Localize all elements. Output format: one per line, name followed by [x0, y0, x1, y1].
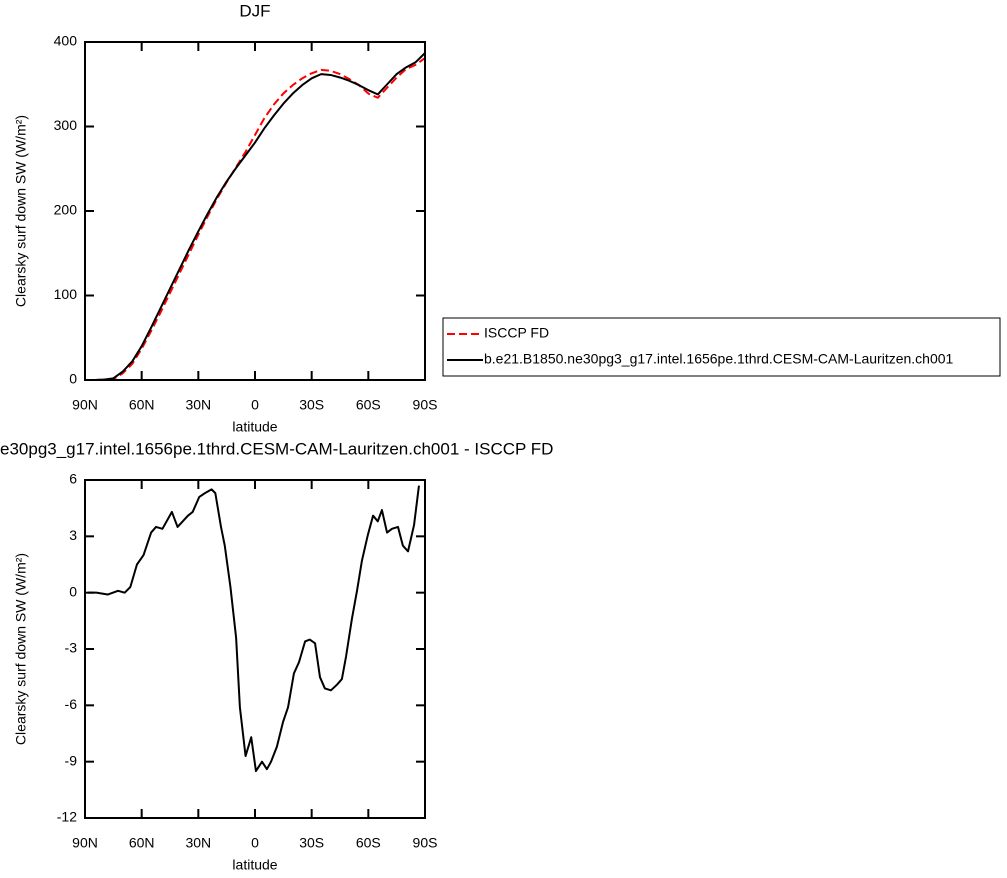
y-tick-label: 100 — [54, 286, 78, 302]
legend-label: b.e21.B1850.ne30pg3_g17.intel.1656pe.1th… — [484, 351, 954, 367]
y-tick-label: 300 — [54, 117, 78, 133]
y-tick-label: 0 — [69, 371, 77, 387]
x-tick-label: 60N — [129, 835, 155, 851]
x-tick-label: 30N — [185, 397, 211, 413]
plot-frame — [84, 41, 426, 381]
y-tick-label: 6 — [69, 471, 77, 487]
y-tick-label: 3 — [69, 527, 77, 543]
legend-label: ISCCP FD — [484, 325, 549, 341]
x-tick-label: 0 — [251, 397, 259, 413]
y-tick-label: 200 — [54, 202, 78, 218]
x-tick-label: 30N — [185, 835, 211, 851]
x-tick-label: 90S — [413, 397, 438, 413]
x-tick-label: 0 — [251, 835, 259, 851]
y-tick-label: 400 — [54, 33, 78, 49]
y-tick-label: -3 — [65, 640, 78, 656]
x-axis-label: latitude — [232, 419, 277, 435]
chart-title: DJF — [239, 1, 270, 20]
x-tick-label: 30S — [299, 835, 324, 851]
plot-frame — [84, 479, 426, 819]
data-line — [85, 52, 426, 381]
x-tick-label: 60S — [356, 835, 381, 851]
y-tick-label: 0 — [69, 583, 77, 599]
chart-title: e30pg3_g17.intel.1656pe.1thrd.CESM-CAM-L… — [0, 439, 553, 458]
x-tick-label: 90N — [72, 397, 98, 413]
x-tick-label: 90N — [72, 835, 98, 851]
y-tick-label: -9 — [65, 752, 78, 768]
x-tick-label: 30S — [299, 397, 324, 413]
y-tick-label: -6 — [65, 696, 78, 712]
data-line — [88, 485, 420, 773]
x-tick-label: 60S — [356, 397, 381, 413]
x-tick-label: 90S — [413, 835, 438, 851]
data-line — [85, 57, 426, 381]
y-axis-label: Clearsky surf down SW (W/m²) — [13, 553, 29, 745]
legend-box — [442, 317, 1001, 377]
x-axis-label: latitude — [232, 857, 277, 873]
y-axis-label: Clearsky surf down SW (W/m²) — [13, 115, 29, 307]
y-tick-label: -12 — [57, 809, 77, 825]
x-tick-label: 60N — [129, 397, 155, 413]
